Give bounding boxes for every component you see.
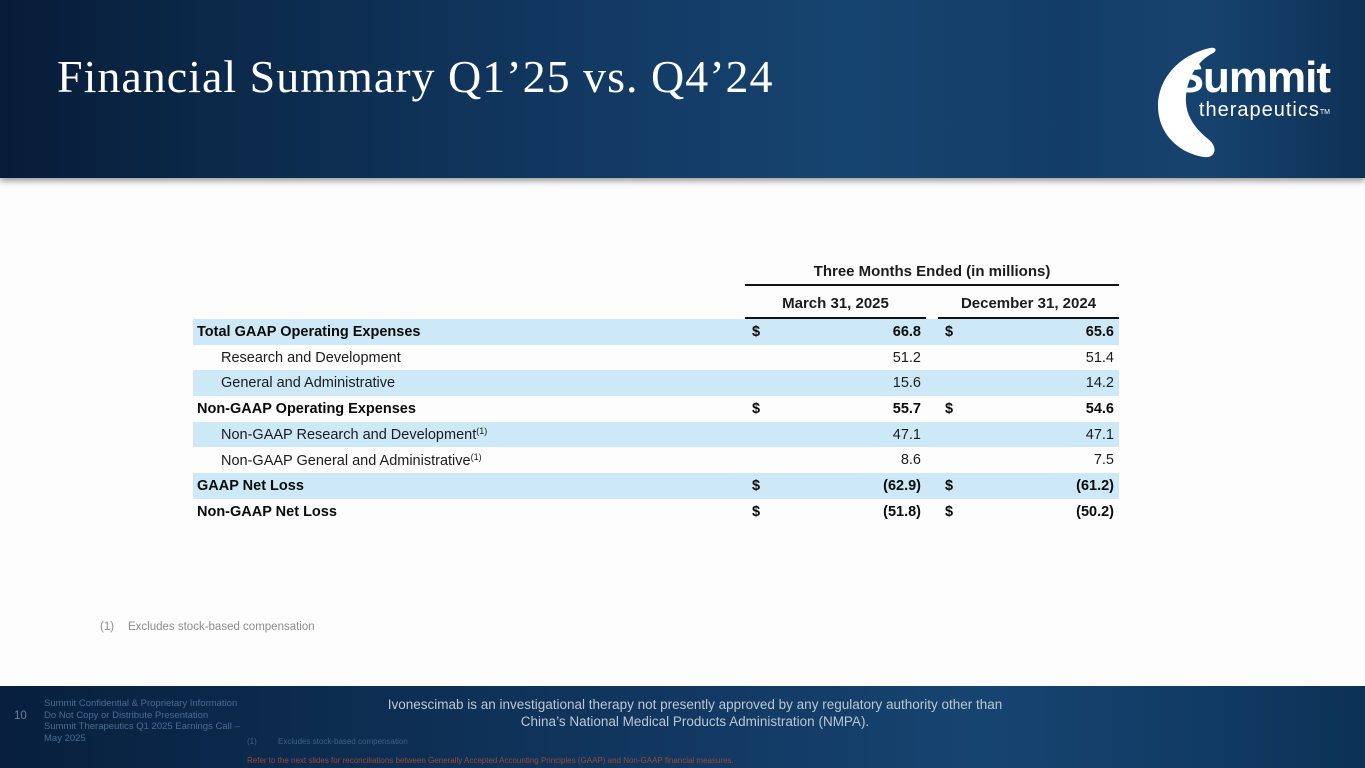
confidentiality-line: Summit Therapeutics Q1 2025 Earnings Cal… (44, 721, 240, 732)
row-label: Total GAAP Operating Expenses (197, 323, 421, 340)
row-label: General and Administrative (221, 375, 396, 392)
slide-footer: 10 Summit Confidential & Proprietary Inf… (0, 686, 1365, 768)
row-label: Non-GAAP Operating Expenses (197, 400, 416, 417)
row-label: Non-GAAP Net Loss (197, 503, 337, 520)
reconciliation-note: Refer to the next slides for reconciliat… (247, 756, 734, 765)
cell-value: 8.6 (900, 452, 921, 469)
currency-symbol: $ (752, 477, 761, 494)
table-row: Total GAAP Operating Expenses $66.8 $65.… (193, 319, 1119, 345)
page-title: Financial Summary Q1’25 vs. Q4’24 (57, 51, 774, 102)
logo-wordmark: Summit (1174, 53, 1331, 102)
cell-value: 55.7 (892, 400, 921, 417)
footnote-marker: (1) (100, 621, 115, 633)
confidentiality-line: Do Not Copy or Distribute Presentation (44, 709, 209, 721)
footnote-text: Excludes stock-based compensation (278, 737, 408, 746)
column-header-december: December 31, 2024 (938, 295, 1119, 319)
disclaimer-line: China’s National Medical Products Admini… (520, 713, 870, 729)
row-label: Research and Development (221, 349, 401, 366)
cell-value: 66.8 (892, 323, 921, 340)
currency-symbol: $ (945, 477, 954, 494)
cell-value: 15.6 (892, 375, 921, 392)
currency-symbol: $ (945, 400, 954, 417)
logo-subtitle: therapeuticsTM (1198, 99, 1330, 121)
table-row: Non-GAAP Operating Expenses $55.7 $54.6 (193, 396, 1119, 422)
currency-symbol: $ (752, 400, 761, 417)
cell-value: 47.1 (892, 426, 921, 443)
table-group-header: Three Months Ended (in millions) (745, 263, 1119, 286)
footer-footnote: (1) Excludes stock-based compensation (247, 737, 408, 746)
table-row: Research and Development 51.2 51.4 (193, 345, 1119, 371)
table-row: GAAP Net Loss $ (62.9) $ (61.2) (193, 473, 1119, 499)
currency-symbol: $ (945, 503, 954, 520)
footnote-reference: (1) (476, 426, 488, 437)
cell-value: (62.9) (883, 477, 921, 494)
summit-logo: Summit therapeuticsTM (1148, 44, 1338, 159)
cell-value: (61.2) (1076, 477, 1114, 494)
currency-symbol: $ (945, 323, 954, 340)
table-row: Non-GAAP Net Loss $ (51.8) $ (50.2) (193, 499, 1119, 525)
footnote-reference: (1) (470, 451, 482, 462)
slide-header: Financial Summary Q1’25 vs. Q4’24 Summit… (0, 0, 1365, 178)
footnote-text: Excludes stock-based compensation (128, 621, 315, 633)
table-column-headers: March 31, 2025 December 31, 2024 (745, 295, 1119, 319)
regulatory-disclaimer: Ivonescimab is an investigational therap… (330, 697, 1060, 730)
cell-value: 14.2 (1085, 375, 1114, 392)
cell-value: 54.6 (1085, 400, 1114, 417)
currency-symbol: $ (752, 323, 761, 340)
cell-value: 65.6 (1085, 323, 1114, 340)
confidentiality-line: Summit Confidential & Proprietary Inform… (44, 698, 238, 709)
slide-footnote: (1) Excludes stock-based compensation (100, 621, 315, 633)
trademark-mark: TM (1319, 109, 1330, 116)
summit-crescent-icon (1158, 47, 1216, 158)
row-label: Non-GAAP General and Administrative(1) (221, 451, 482, 469)
cell-value: 51.2 (892, 349, 921, 366)
confidentiality-line: May 2025 (44, 732, 86, 744)
table-row: General and Administrative 15.6 14.2 (193, 370, 1119, 397)
cell-value: (51.8) (883, 503, 921, 520)
confidentiality-block: Summit Confidential & Proprietary Inform… (44, 698, 240, 744)
cell-value: (50.2) (1076, 503, 1114, 520)
footnote-marker: (1) (247, 737, 257, 746)
disclaimer-line: Ivonescimab is an investigational therap… (387, 697, 1003, 712)
row-label: Non-GAAP Research and Development(1) (221, 426, 488, 444)
page-number: 10 (14, 710, 27, 722)
table-row: Non-GAAP General and Administrative(1) 8… (193, 447, 1119, 473)
cell-value: 51.4 (1085, 349, 1114, 366)
row-label: GAAP Net Loss (197, 477, 304, 494)
column-header-march: March 31, 2025 (745, 295, 926, 319)
cell-value: 7.5 (1093, 452, 1114, 469)
cell-value: 47.1 (1085, 426, 1114, 443)
currency-symbol: $ (752, 503, 761, 520)
financial-table: Three Months Ended (in millions) March 3… (193, 263, 1119, 525)
table-row: Non-GAAP Research and Development(1) 47.… (193, 421, 1119, 448)
